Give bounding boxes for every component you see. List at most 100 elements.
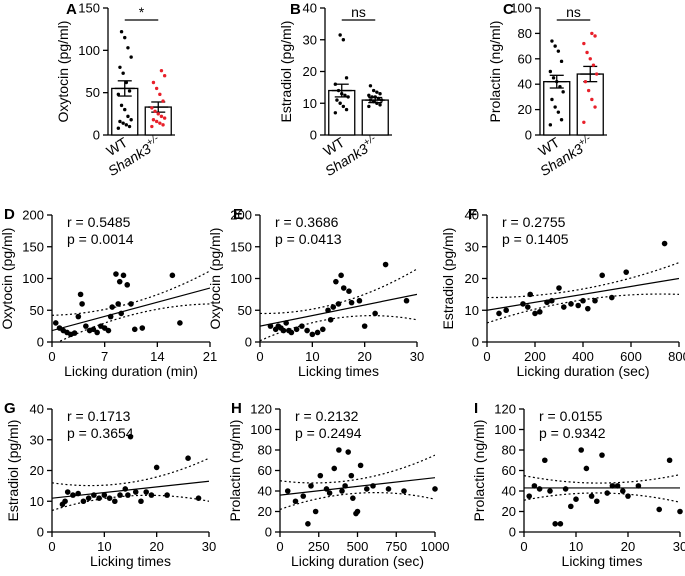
x-tick-label: 800 (668, 349, 685, 364)
data-point (341, 38, 346, 42)
x-tick-label: 30 (202, 539, 216, 554)
data-point (557, 521, 564, 527)
panel-label: I (474, 400, 478, 417)
data-point (325, 307, 331, 314)
p-value: p = 0.2494 (295, 425, 362, 441)
y-tick-label: 100 (250, 422, 272, 437)
regression-line (52, 287, 210, 332)
data-point (549, 297, 555, 304)
data-point (129, 55, 133, 59)
data-point (153, 464, 160, 471)
y-tick-label: 10 (30, 494, 44, 509)
y-tick-label: 20 (502, 504, 516, 519)
panel-i: I 0 20 40 60 80 100 120 Prolactin (ng/ml) 0 10 20 30… (471, 400, 685, 569)
data-point (91, 492, 97, 498)
data-point (526, 493, 532, 499)
data-point (154, 119, 159, 124)
ci-lower-line (524, 492, 680, 503)
data-point (121, 71, 125, 75)
x-tick-label: 14 (150, 349, 164, 364)
y-tick-label: 60 (258, 463, 272, 478)
data-point (677, 508, 683, 515)
x-tick-label: 10 (97, 539, 111, 554)
y-tick-label: 20 (30, 463, 44, 478)
panel-label: F (468, 206, 477, 223)
data-point (127, 89, 132, 93)
data-point (118, 310, 125, 317)
y-axis-label: Prolactin (ng/ml) (471, 420, 487, 522)
data-point (52, 320, 59, 326)
data-point (117, 492, 123, 498)
data-point (378, 103, 382, 107)
data-point (666, 457, 673, 464)
data-point (367, 93, 371, 98)
data-point (148, 492, 155, 498)
data-point (300, 493, 307, 499)
regression-group (524, 474, 680, 503)
data-point (80, 498, 87, 505)
data-point (527, 291, 533, 298)
data-point (559, 59, 564, 64)
regression-line (280, 477, 435, 496)
data-point (77, 291, 84, 298)
regression-line (260, 293, 417, 327)
data-point (599, 272, 605, 279)
data-point (364, 486, 370, 492)
data-point (532, 310, 538, 317)
panel-label: C (503, 1, 514, 18)
data-point (126, 114, 130, 119)
data-point (348, 299, 355, 306)
data-point (124, 123, 129, 127)
y-tick-label: 100 (494, 422, 516, 437)
data-point (333, 82, 338, 86)
x-tick-label: 400 (572, 349, 594, 364)
y-tick-label: 40 (518, 77, 532, 92)
data-point (317, 472, 324, 479)
panel-h: H 0 20 40 60 80 100 120 Prolactin (ng/ml) 0 250 500… (227, 400, 449, 569)
y-tick-label: 20 (518, 102, 532, 117)
data-point (599, 452, 605, 458)
data-point (119, 30, 124, 34)
y-tick-label: 0 (310, 128, 317, 143)
data-point (635, 483, 642, 489)
data-point (338, 272, 344, 279)
data-point (382, 261, 389, 268)
data-point (537, 309, 543, 315)
y-tick-label: 20 (258, 504, 272, 519)
data-point (536, 486, 543, 492)
data-point (331, 465, 338, 472)
data-point (112, 498, 118, 505)
ci-lower-line (280, 492, 435, 511)
data-point (122, 486, 129, 492)
data-point (553, 44, 557, 48)
x-axis-label: Licking duration (sec) (516, 363, 649, 379)
data-point (338, 33, 342, 37)
y-tick-label: 0 (525, 128, 532, 143)
data-point (573, 496, 579, 503)
data-point (150, 124, 154, 129)
y-tick-label: 60 (502, 463, 516, 478)
data-point (551, 76, 556, 80)
y-tick-label: 80 (258, 443, 272, 458)
data-point (583, 465, 590, 472)
data-point (547, 488, 553, 494)
x-tick-label: 0 (48, 539, 55, 554)
y-tick-label: 30 (30, 432, 44, 447)
data-point (548, 123, 553, 127)
regression-line (487, 277, 679, 311)
data-point (288, 329, 295, 336)
data-point (661, 240, 668, 247)
data-point (123, 35, 127, 40)
regression-group (280, 454, 435, 511)
data-point (132, 489, 139, 495)
y-tick-label: 0 (37, 335, 44, 350)
data-point (375, 101, 379, 105)
data-point (582, 120, 586, 125)
y-tick-label: 100 (78, 43, 100, 58)
data-point (375, 90, 379, 94)
y-tick-label: 10 (303, 96, 317, 111)
y-tick-label: 150 (230, 239, 252, 254)
panel-e: E 0 50 100 150 200 Oxytocin (pg/ml) 0 10 20 30 Lick… (207, 206, 424, 379)
data-point (304, 327, 310, 334)
